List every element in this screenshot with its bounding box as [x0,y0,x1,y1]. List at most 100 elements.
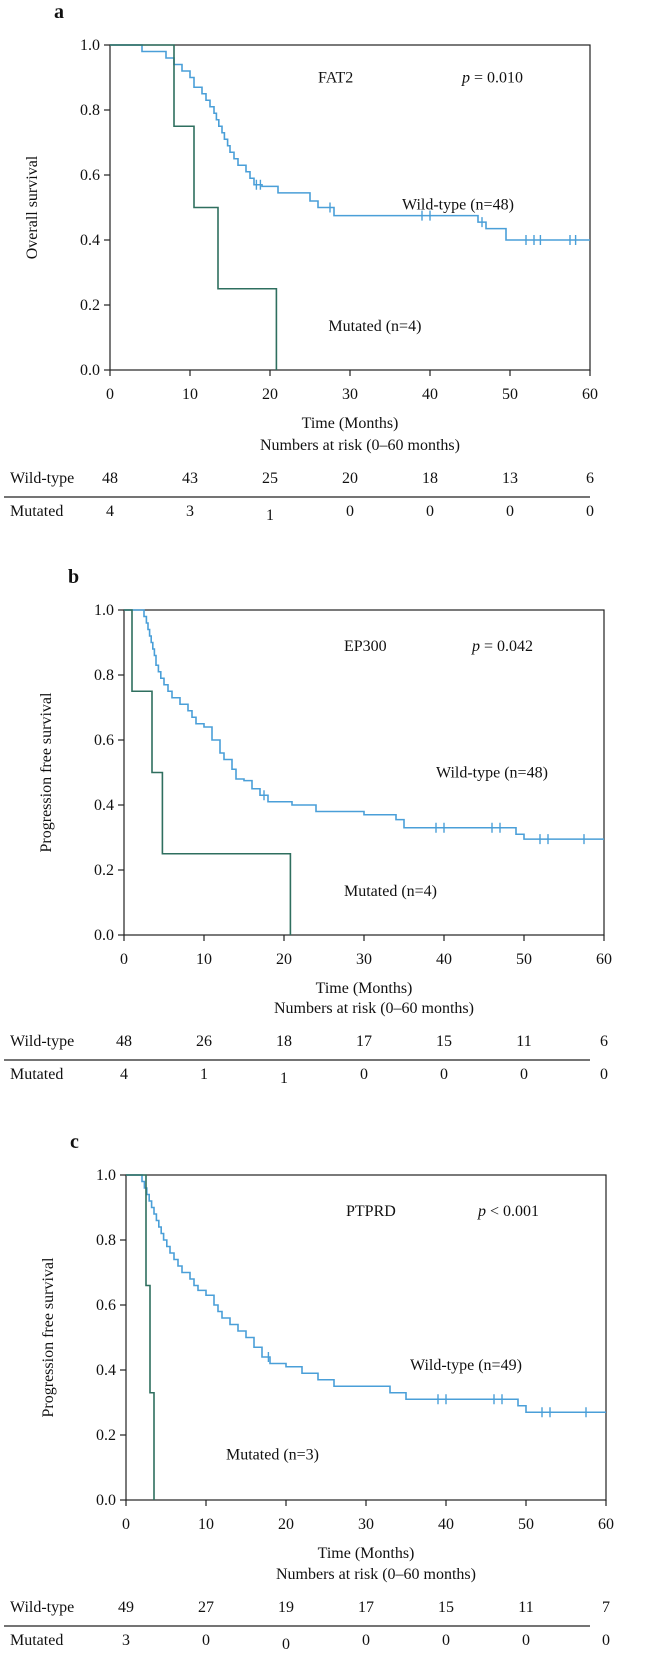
risk-value: 43 [182,470,198,487]
p-value: p = 0.010 [461,70,523,87]
risk-table: Numbers at risk (0–60 months) Wild-type 49… [4,1566,610,1653]
y-tick-label: 0.2 [96,1427,116,1444]
panel-label: a [54,1,64,23]
risk-value: 0 [600,1066,608,1083]
y-tick-label: 1.0 [80,37,100,54]
x-tick-label: 40 [422,386,438,403]
x-tick-label: 10 [182,386,198,403]
risk-value: 25 [262,470,278,487]
risk-value: 6 [600,1033,608,1050]
y-tick-label: 0.6 [96,1297,116,1314]
series-label: Mutated (n=3) [226,1447,319,1464]
risk-value: 13 [502,470,518,487]
p-value-text: < 0.001 [486,1203,539,1220]
x-tick-label: 30 [342,386,358,403]
x-tick-label: 10 [196,951,212,968]
x-tick-label: 0 [120,951,128,968]
x-tick-label: 50 [518,1516,534,1533]
x-tick-label: 50 [502,386,518,403]
series-label: Mutated (n=4) [344,883,437,900]
x-tick-label: 0 [106,386,114,403]
p-symbol: p [461,70,470,87]
y-tick-label: 0.8 [94,667,114,684]
risk-value: 48 [116,1033,132,1050]
km-curve-wildtype [110,44,590,241]
risk-value: 0 [360,1066,368,1083]
risk-value: 0 [586,503,594,520]
risk-value: 11 [516,1033,531,1050]
y-axis-label: Overall survival [24,155,41,259]
y-tick-label: 0.4 [96,1362,116,1379]
risk-value: 0 [602,1632,610,1649]
x-axis-label: Time (Months) [316,980,413,997]
risk-row-label: Wild-type [10,1599,74,1616]
x-tick-label: 50 [516,951,532,968]
km-curve-mutated [110,44,278,370]
risk-value: 15 [438,1599,454,1616]
y-tick-label: 0.0 [96,1492,116,1509]
series-label: Wild-type (n=48) [402,196,514,213]
x-axis-label: Time (Months) [302,415,399,432]
risk-value: 0 [282,1636,290,1653]
y-tick-label: 1.0 [96,1167,116,1184]
y-tick-label: 0.0 [80,362,100,379]
x-axis-label: Time (Months) [318,1545,415,1562]
p-value-text: = 0.042 [480,638,533,655]
risk-value: 48 [102,470,118,487]
risk-row-label: Wild-type [10,470,74,487]
risk-table: Numbers at risk (0–60 months) Wild-type 48… [4,1000,608,1087]
risk-value: 0 [202,1632,210,1649]
x-tick-label: 10 [198,1516,214,1533]
risk-value: 0 [520,1066,528,1083]
x-tick-label: 60 [598,1516,614,1533]
risk-value: 4 [120,1066,128,1083]
y-tick-label: 1.0 [94,602,114,619]
series-label: Wild-type (n=48) [436,765,548,782]
risk-value: 18 [276,1033,292,1050]
risk-value: 17 [358,1599,374,1616]
risk-table-title: Numbers at risk (0–60 months) [276,1566,476,1583]
km-curve-mutated [124,609,292,935]
risk-value: 1 [266,507,274,524]
x-tick-label: 30 [358,1516,374,1533]
x-tick-label: 0 [122,1516,130,1533]
risk-value: 3 [122,1632,130,1649]
km-curve-wildtype [124,609,604,840]
risk-table-title: Numbers at risk (0–60 months) [260,437,460,454]
y-tick-label: 0.4 [94,797,114,814]
risk-value: 0 [426,503,434,520]
risk-table: Numbers at risk (0–60 months) Wild-type 48… [4,437,594,524]
risk-value: 20 [342,470,358,487]
gene-label: EP300 [344,638,387,655]
y-tick-label: 0.4 [80,232,100,249]
series-label: Mutated (n=4) [328,318,421,335]
panel-label: b [68,566,79,588]
risk-value: 18 [422,470,438,487]
risk-value: 26 [196,1033,212,1050]
km-curve-wildtype [126,1174,606,1414]
risk-value: 17 [356,1033,372,1050]
risk-value: 0 [442,1632,450,1649]
risk-value: 0 [506,503,514,520]
risk-row-label: Wild-type [10,1033,74,1050]
risk-value: 7 [602,1599,610,1616]
x-tick-label: 60 [596,951,612,968]
risk-value: 0 [362,1632,370,1649]
risk-value: 49 [118,1599,134,1616]
p-symbol: p [471,638,480,655]
x-tick-label: 20 [278,1516,294,1533]
x-tick-label: 60 [582,386,598,403]
plot-frame [125,1174,607,1501]
y-tick-label: 0.2 [80,297,100,314]
risk-row-label: Mutated [10,1066,63,1083]
x-tick-label: 20 [262,386,278,403]
x-tick-label: 20 [276,951,292,968]
risk-value: 0 [440,1066,448,1083]
risk-value: 1 [200,1066,208,1083]
gene-label: PTPRD [346,1203,396,1220]
km-curve-mutated [126,1174,155,1500]
y-tick-label: 0.8 [96,1232,116,1249]
risk-value: 0 [522,1632,530,1649]
